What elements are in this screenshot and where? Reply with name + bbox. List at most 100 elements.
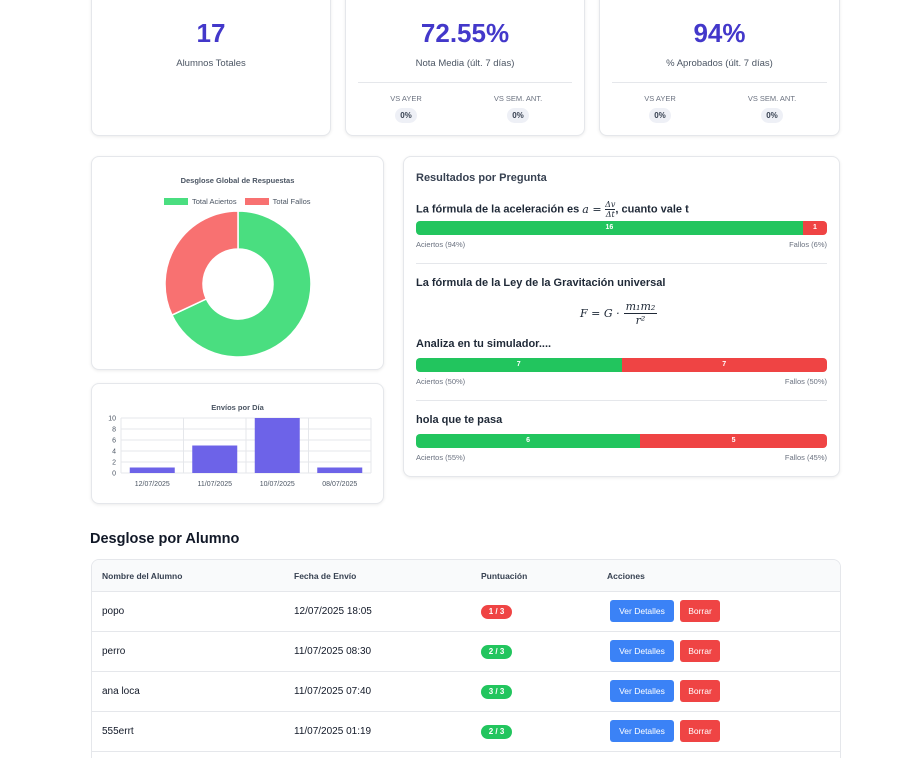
result-bar: 16 1 — [416, 221, 827, 235]
bar-11/07/2025[interactable] — [192, 445, 238, 474]
incorrect-segment: 1 — [802, 221, 827, 235]
question-title: La fórmula de la Ley de la Gravitación u… — [416, 277, 666, 289]
table-row: popo 12/07/2025 18:05 1 / 3 Ver Detalles… — [92, 592, 840, 632]
correct-caption: Aciertos (55%) — [416, 453, 466, 462]
donut-slice-incorrect[interactable] — [164, 210, 239, 317]
section-title: Desglose por Alumno — [90, 531, 240, 547]
compare-value: 0% — [507, 108, 529, 123]
bar-08/07/2025[interactable] — [317, 467, 363, 474]
view-details-button[interactable]: Ver Detalles — [610, 680, 674, 702]
correct-segment: 7 — [416, 358, 622, 372]
donut-chart — [164, 210, 312, 358]
student-name: perro — [102, 646, 126, 657]
correct-segment: 6 — [416, 434, 641, 448]
legend-item[interactable]: Total Fallos — [244, 197, 311, 206]
bar-chart: 0 2 4 6 8 10 12/07/2025 11/07/2025 10/07/2025 08/… — [108, 416, 372, 488]
submission-date: 12/07/2025 18:05 — [294, 606, 372, 617]
bar-10/07/2025[interactable] — [254, 418, 300, 473]
legend-swatch — [164, 198, 188, 205]
view-details-button[interactable]: Ver Detalles — [610, 640, 674, 662]
chart-title: Desglose Global de Respuestas — [180, 176, 295, 185]
delete-button[interactable]: Borrar — [680, 720, 720, 742]
question-text: La fórmula de la aceleración es — [416, 203, 583, 216]
divider — [612, 82, 827, 83]
compare-value: 0% — [649, 108, 671, 123]
column-header-date[interactable]: Fecha de Envío — [294, 571, 357, 581]
stat-card-approved: 94% % Aprobados (últ. 7 días) VS AYER 0%… — [599, 0, 840, 136]
donut-slice-correct[interactable] — [170, 210, 312, 358]
students-table: Nombre del Alumno Fecha de Envío Puntuac… — [91, 559, 841, 758]
compare-label: VS AYER — [644, 94, 676, 103]
x-tick-label: 11/07/2025 — [197, 481, 232, 488]
stat-value: 72.55% — [420, 18, 510, 48]
table-row: perro 11/07/2025 08:30 2 / 3 Ver Detalle… — [92, 632, 840, 672]
column-header-score[interactable]: Puntuación — [481, 571, 528, 581]
question-text: , cuanto vale t — [615, 203, 689, 216]
stat-card-average-grade: 72.55% Nota Media (últ. 7 días) VS AYER … — [345, 0, 585, 136]
stat-label: % Aprobados (últ. 7 días) — [666, 58, 773, 69]
divider — [416, 400, 827, 401]
submission-date: 11/07/2025 08:30 — [294, 646, 372, 657]
y-tick-label: 6 — [112, 438, 116, 445]
x-tick-label: 08/07/2025 — [322, 481, 357, 488]
incorrect-caption: Fallos (50%) — [784, 377, 827, 386]
correct-segment: 16 — [416, 221, 803, 235]
table-row: 555errt 11/07/2025 01:19 2 / 3 Ver Detal… — [92, 712, 840, 752]
y-tick-label: 0 — [112, 471, 116, 478]
correct-caption: Aciertos (50%) — [416, 377, 466, 386]
student-name: 555errt — [102, 726, 134, 737]
table-header: Nombre del Alumno Fecha de Envío Puntuac… — [92, 560, 840, 592]
compare-value: 0% — [395, 108, 417, 123]
gravitation-formula: F = G · m₁m₂ r² — [580, 300, 658, 327]
legend-label: Total Aciertos — [192, 197, 237, 206]
chart-title: Envíos por Día — [211, 403, 264, 412]
math-numerator: Δv — [605, 200, 616, 210]
bar-12/07/2025[interactable] — [129, 467, 175, 474]
result-bar: 7 7 — [416, 358, 827, 372]
delete-button[interactable]: Borrar — [680, 680, 720, 702]
view-details-button[interactable]: Ver Detalles — [610, 600, 674, 622]
table-row: ana loca 11/07/2025 07:40 3 / 3 Ver Deta… — [92, 672, 840, 712]
column-header-actions: Acciones — [607, 571, 645, 581]
legend-item[interactable]: Total Aciertos — [164, 197, 237, 206]
submission-date: 11/07/2025 01:19 — [294, 726, 372, 737]
compare-label: VS SEM. ANT. — [747, 94, 797, 103]
legend-label: Total Fallos — [272, 197, 311, 206]
submission-date: 11/07/2025 07:40 — [294, 686, 372, 697]
incorrect-segment: 7 — [621, 358, 827, 372]
math-var: a — [582, 202, 589, 216]
y-tick-label: 10 — [108, 416, 116, 423]
delete-button[interactable]: Borrar — [680, 640, 720, 662]
result-bar: 6 5 — [416, 434, 827, 448]
stat-label: Alumnos Totales — [176, 58, 246, 69]
math-denominator: Δt — [605, 210, 615, 219]
stat-value: 94% — [693, 18, 746, 48]
compare-value: 0% — [761, 108, 783, 123]
x-tick-label: 12/07/2025 — [135, 481, 170, 488]
delete-button[interactable]: Borrar — [680, 600, 720, 622]
stat-value: 17 — [196, 18, 226, 48]
divider — [416, 263, 827, 264]
y-tick-label: 4 — [112, 449, 116, 456]
question-results-card: Resultados por Pregunta La fórmula de la… — [403, 156, 840, 477]
formula-denominator: r² — [635, 314, 646, 327]
correct-caption: Aciertos (94%) — [416, 240, 466, 249]
chart-legend: Total Aciertos Total Fallos — [164, 197, 311, 206]
score-badge: 1 / 3 — [481, 605, 512, 619]
y-tick-label: 2 — [112, 460, 116, 467]
stat-label: Nota Media (últ. 7 días) — [415, 58, 515, 69]
formula-lhs: F = G · — [580, 307, 620, 320]
incorrect-caption: Fallos (6%) — [789, 240, 827, 249]
x-tick-label: 10/07/2025 — [260, 481, 295, 488]
y-tick-label: 8 — [112, 427, 116, 434]
incorrect-caption: Fallos (45%) — [784, 453, 827, 462]
incorrect-segment: 5 — [640, 434, 827, 448]
view-details-button[interactable]: Ver Detalles — [610, 720, 674, 742]
student-name: ana loca — [102, 686, 140, 697]
column-header-name[interactable]: Nombre del Alumno — [102, 571, 183, 581]
stat-card-total-students: 17 Alumnos Totales — [91, 0, 331, 136]
score-badge: 2 / 3 — [481, 645, 512, 659]
student-name: popo — [102, 606, 125, 617]
math-formula: a = Δv Δt — [582, 200, 616, 219]
divider — [358, 82, 572, 83]
